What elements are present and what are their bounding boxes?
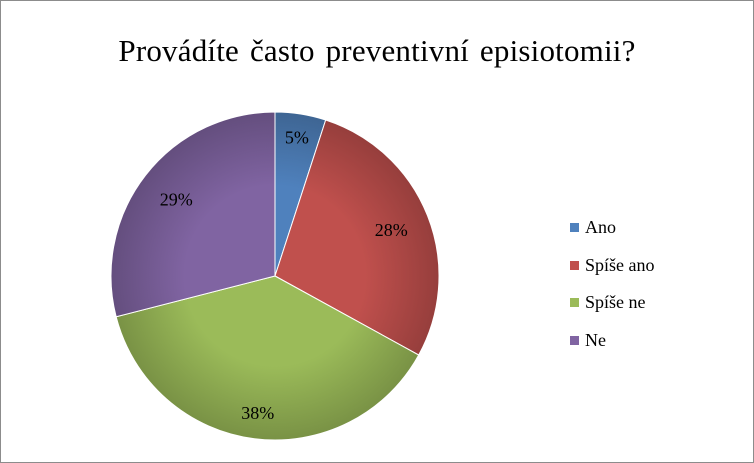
data-label-spíše-ano: 28% — [375, 220, 408, 240]
legend-label-ne: Ne — [585, 329, 606, 350]
legend-swatch-ano — [570, 223, 579, 232]
legend-item-ano: Ano — [570, 217, 655, 237]
legend-swatch-spise-ano — [570, 260, 579, 270]
legend-label-ano: Ano — [585, 217, 616, 237]
legend-swatch-ne — [570, 335, 579, 345]
data-label-spíše-ne: 38% — [241, 403, 274, 423]
legend: Ano Spíše ano Spíše ne Ne — [570, 217, 655, 368]
pie-slice-spíše-ano — [274, 119, 440, 356]
legend-item-spise-ne: Spíše ne — [570, 292, 655, 312]
data-label-ano: 5% — [285, 128, 309, 148]
legend-label-spise-ne: Spíše ne — [585, 292, 646, 312]
legend-item-ne: Ne — [570, 329, 655, 350]
pie-slice-spíše-ne — [115, 275, 420, 441]
legend-item-spise-ano: Spíše ano — [570, 254, 655, 275]
data-label-ne: 29% — [160, 189, 193, 209]
pie-slice-ne — [110, 111, 276, 318]
chart-title: Provádíte často preventivní episiotomii? — [118, 33, 636, 68]
legend-swatch-spise-ne — [570, 298, 579, 307]
legend-label-spise-ano: Spíše ano — [585, 254, 655, 275]
